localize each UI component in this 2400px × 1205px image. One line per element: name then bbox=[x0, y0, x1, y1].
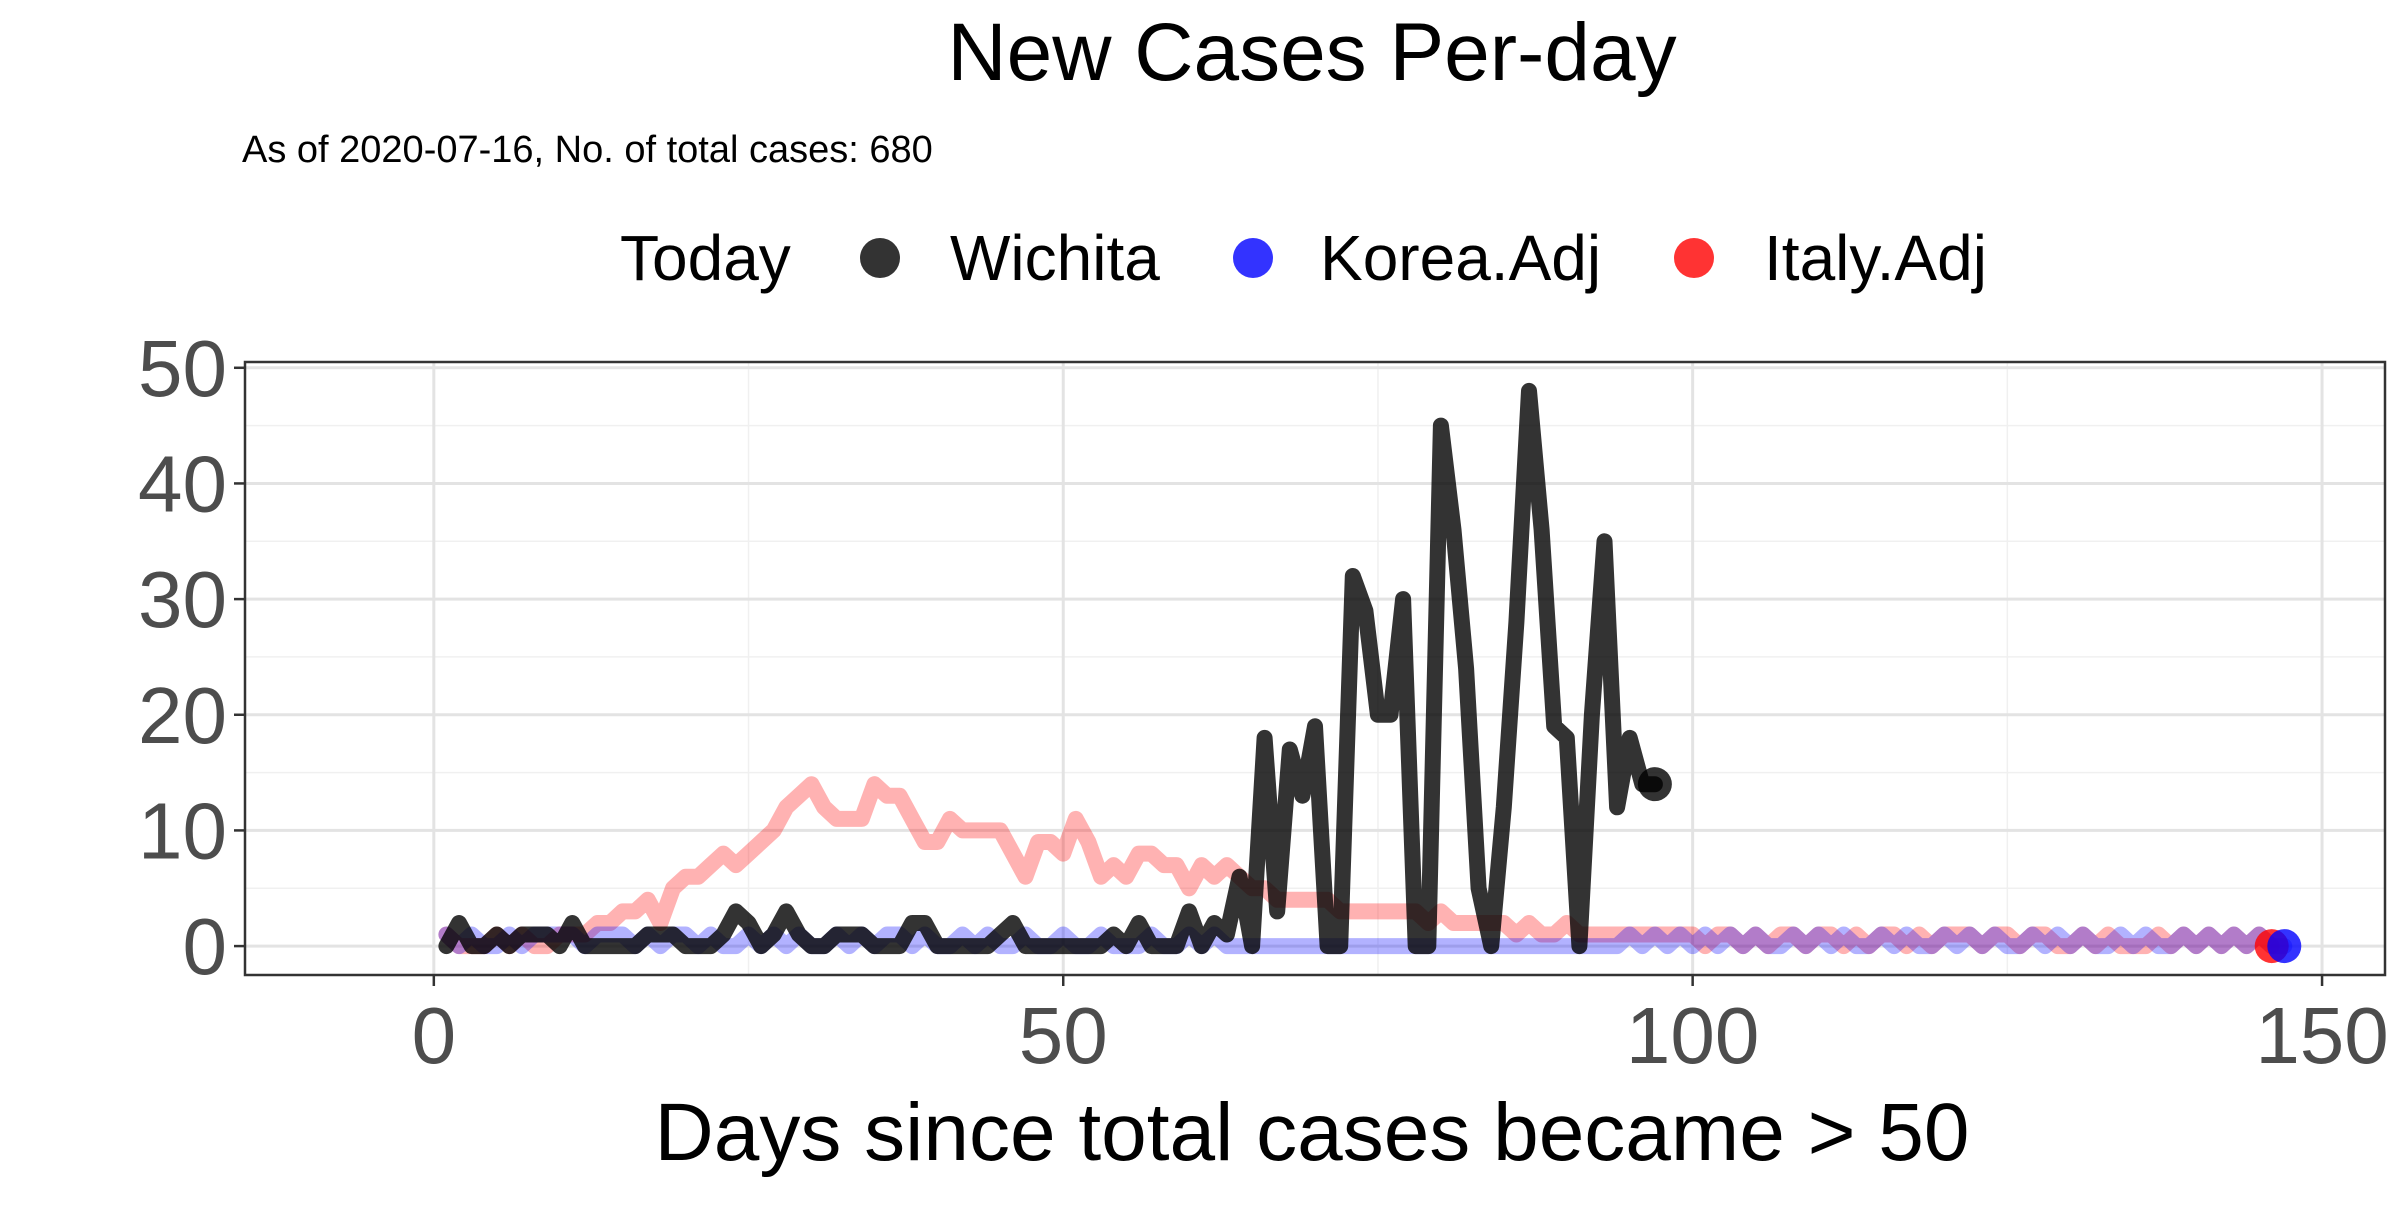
legend-label-italy: Italy.Adj bbox=[1764, 222, 1987, 294]
y-tick-label: 50 bbox=[138, 324, 227, 413]
legend-key-korea bbox=[1233, 238, 1273, 278]
axes: 0 50 100 150 0 10 20 30 40 50 bbox=[138, 324, 2389, 1080]
x-tick-label: 50 bbox=[1019, 991, 1108, 1080]
series-line-italy-adj bbox=[438, 776, 2280, 955]
y-tick-label: 0 bbox=[183, 902, 228, 991]
today-point-wichita bbox=[1637, 767, 1672, 802]
x-tick-label: 100 bbox=[1626, 991, 1759, 1080]
panel-border bbox=[243, 360, 2387, 977]
legend-key-wichita bbox=[860, 238, 900, 278]
y-tick-label: 20 bbox=[138, 671, 227, 760]
today-point-korea-adj bbox=[2267, 929, 2302, 964]
legend-label-korea: Korea.Adj bbox=[1320, 222, 1601, 294]
chart-subtitle: As of 2020-07-16, No. of total cases: 68… bbox=[242, 129, 933, 171]
legend-title: Today bbox=[620, 222, 791, 294]
legend-label-wichita: Wichita bbox=[950, 222, 1160, 294]
today-points bbox=[1637, 767, 2302, 964]
y-tick-label: 40 bbox=[138, 439, 227, 528]
legend: Today Wichita Korea.Adj Italy.Adj bbox=[620, 222, 1987, 294]
grid bbox=[245, 362, 2385, 975]
legend-key-italy bbox=[1674, 238, 1714, 278]
series-layer bbox=[438, 382, 2293, 955]
y-tick-label: 10 bbox=[138, 786, 227, 875]
x-tick-label: 0 bbox=[412, 991, 457, 1080]
chart-title: New Cases Per-day bbox=[947, 7, 1676, 98]
y-tick-label: 30 bbox=[138, 555, 227, 644]
series-line-wichita bbox=[438, 382, 1663, 955]
x-tick-label: 150 bbox=[2255, 991, 2388, 1080]
x-axis-label: Days since total cases became > 50 bbox=[655, 1087, 1970, 1178]
